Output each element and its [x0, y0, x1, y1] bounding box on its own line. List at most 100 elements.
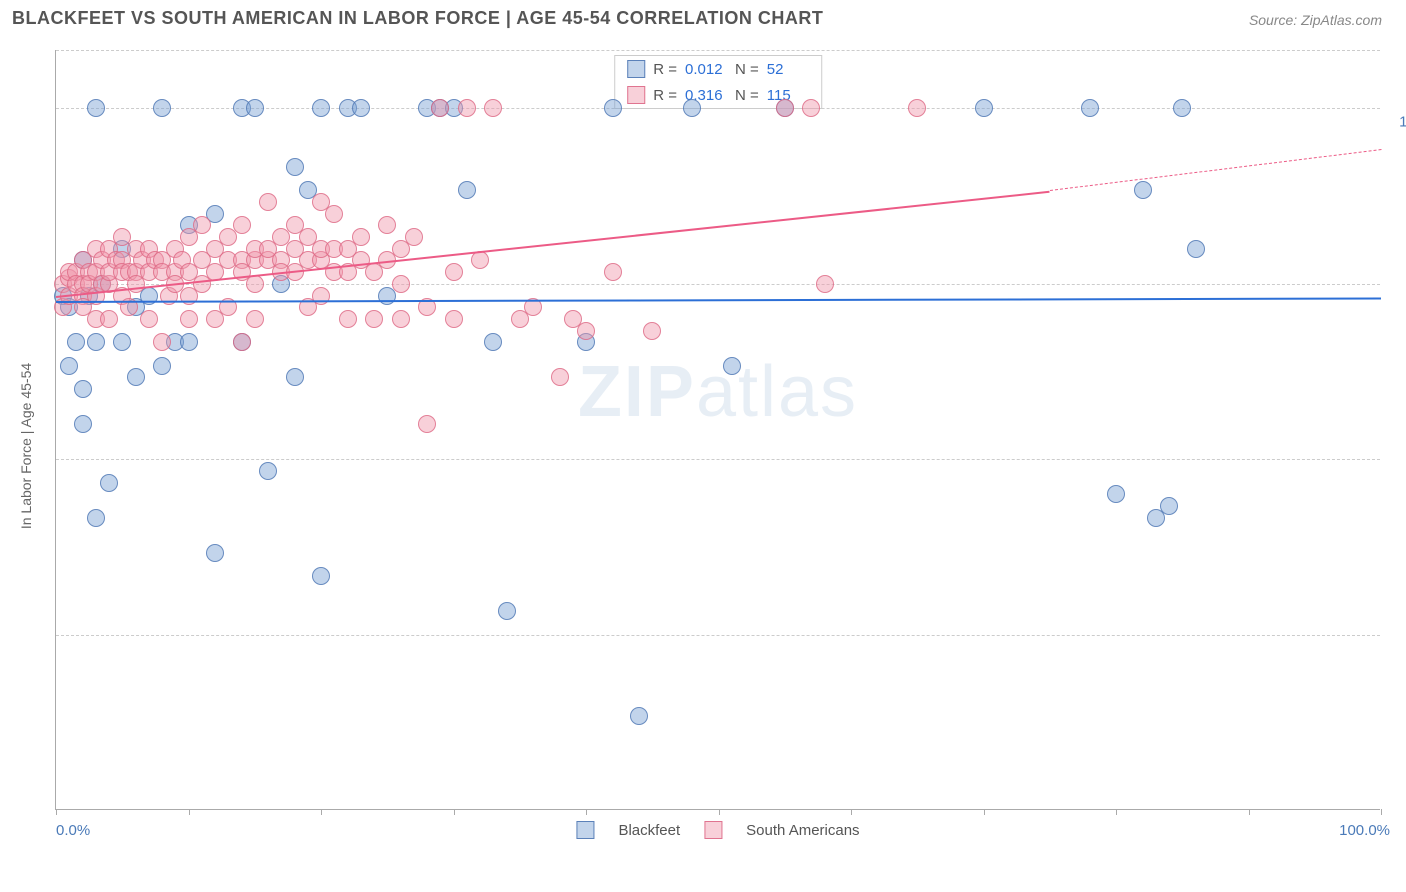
data-point	[246, 310, 264, 328]
x-tick	[1249, 809, 1250, 815]
data-point	[286, 368, 304, 386]
data-point	[484, 99, 502, 117]
chart-title: BLACKFEET VS SOUTH AMERICAN IN LABOR FOR…	[12, 8, 823, 29]
legend-row: R = 0.012 N = 52	[615, 56, 821, 82]
data-point	[802, 99, 820, 117]
gridline	[56, 635, 1380, 636]
data-point	[1173, 99, 1191, 117]
data-point	[577, 322, 595, 340]
data-point	[723, 357, 741, 375]
y-tick-label: 85.0%	[1390, 289, 1406, 306]
x-tick	[984, 809, 985, 815]
watermark-light: atlas	[696, 352, 858, 432]
watermark: ZIPatlas	[578, 351, 858, 433]
x-tick	[586, 809, 587, 815]
data-point	[604, 99, 622, 117]
data-point	[153, 99, 171, 117]
trend-line	[56, 190, 1050, 297]
y-axis-label: In Labor Force | Age 45-54	[18, 363, 34, 529]
source-attribution: Source: ZipAtlas.com	[1249, 12, 1382, 28]
legend-key: R =	[653, 87, 677, 104]
data-point	[127, 368, 145, 386]
legend-key: N =	[735, 61, 759, 78]
data-point	[233, 216, 251, 234]
data-point	[392, 275, 410, 293]
legend-swatch	[704, 821, 722, 839]
data-point	[60, 357, 78, 375]
data-point	[551, 368, 569, 386]
x-tick	[719, 809, 720, 815]
data-point	[1081, 99, 1099, 117]
data-point	[352, 99, 370, 117]
x-tick	[851, 809, 852, 815]
x-tick	[321, 809, 322, 815]
data-point	[604, 263, 622, 281]
data-point	[458, 99, 476, 117]
data-point	[312, 99, 330, 117]
data-point	[325, 205, 343, 223]
data-point	[1187, 240, 1205, 258]
y-tick-label: 70.0%	[1390, 465, 1406, 482]
legend-series-label: Blackfeet	[618, 822, 680, 839]
data-point	[87, 509, 105, 527]
data-point	[286, 158, 304, 176]
y-tick-label: 100.0%	[1390, 114, 1406, 131]
x-tick	[56, 809, 57, 815]
legend-series-label: South Americans	[746, 822, 859, 839]
data-point	[352, 228, 370, 246]
trend-line	[1050, 149, 1381, 191]
scatter-plot: ZIPatlas R =0.012N =52R =0.316N =115 Bla…	[55, 50, 1380, 810]
legend-key: R =	[653, 61, 677, 78]
data-point	[312, 567, 330, 585]
data-point	[113, 333, 131, 351]
data-point	[776, 99, 794, 117]
data-point	[246, 99, 264, 117]
data-point	[365, 310, 383, 328]
data-point	[683, 99, 701, 117]
data-point	[1107, 485, 1125, 503]
x-axis-min-label: 0.0%	[56, 822, 90, 839]
data-point	[392, 310, 410, 328]
x-tick	[1381, 809, 1382, 815]
data-point	[431, 99, 449, 117]
data-point	[100, 310, 118, 328]
data-point	[498, 602, 516, 620]
legend-swatch	[576, 821, 594, 839]
data-point	[206, 544, 224, 562]
data-point	[630, 707, 648, 725]
data-point	[643, 322, 661, 340]
data-point	[484, 333, 502, 351]
data-point	[405, 228, 423, 246]
data-point	[378, 216, 396, 234]
data-point	[74, 415, 92, 433]
data-point	[180, 310, 198, 328]
legend-value: 52	[767, 61, 809, 78]
legend-key: N =	[735, 87, 759, 104]
data-point	[908, 99, 926, 117]
data-point	[1134, 181, 1152, 199]
data-point	[193, 216, 211, 234]
data-point	[233, 333, 251, 351]
x-tick	[189, 809, 190, 815]
data-point	[259, 193, 277, 211]
data-point	[180, 333, 198, 351]
data-point	[100, 474, 118, 492]
data-point	[87, 99, 105, 117]
data-point	[259, 462, 277, 480]
gridline	[56, 459, 1380, 460]
data-point	[339, 310, 357, 328]
data-point	[445, 263, 463, 281]
legend-value: 0.012	[685, 61, 727, 78]
legend-swatch	[627, 60, 645, 78]
x-axis-max-label: 100.0%	[1339, 822, 1390, 839]
watermark-bold: ZIP	[578, 352, 696, 432]
data-point	[153, 357, 171, 375]
data-point	[153, 333, 171, 351]
data-point	[140, 310, 158, 328]
data-point	[471, 251, 489, 269]
x-tick	[454, 809, 455, 815]
data-point	[87, 333, 105, 351]
y-tick-label: 55.0%	[1390, 640, 1406, 657]
x-tick	[1116, 809, 1117, 815]
data-point	[418, 415, 436, 433]
